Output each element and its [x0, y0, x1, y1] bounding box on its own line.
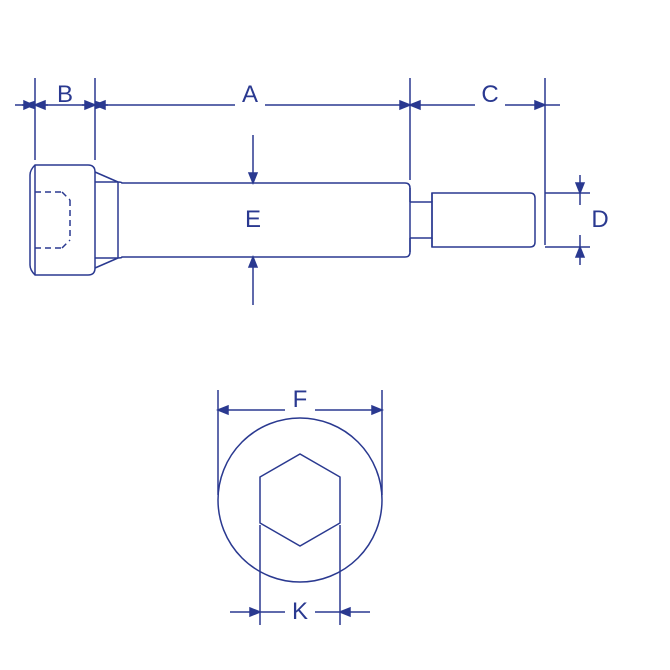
- extension-lines: [35, 78, 545, 245]
- dim-label-b: B: [57, 81, 73, 109]
- dim-label-k: K: [292, 598, 308, 626]
- dim-label-c: C: [481, 81, 498, 109]
- front-view: [218, 390, 382, 625]
- dim-label-e: E: [245, 206, 261, 234]
- dim-label-a: A: [242, 81, 258, 109]
- technical-drawing: [0, 0, 670, 670]
- dim-label-d: D: [591, 206, 608, 234]
- dimension-arrows: [15, 101, 590, 305]
- side-view: [30, 165, 535, 275]
- dim-label-f: F: [293, 386, 308, 414]
